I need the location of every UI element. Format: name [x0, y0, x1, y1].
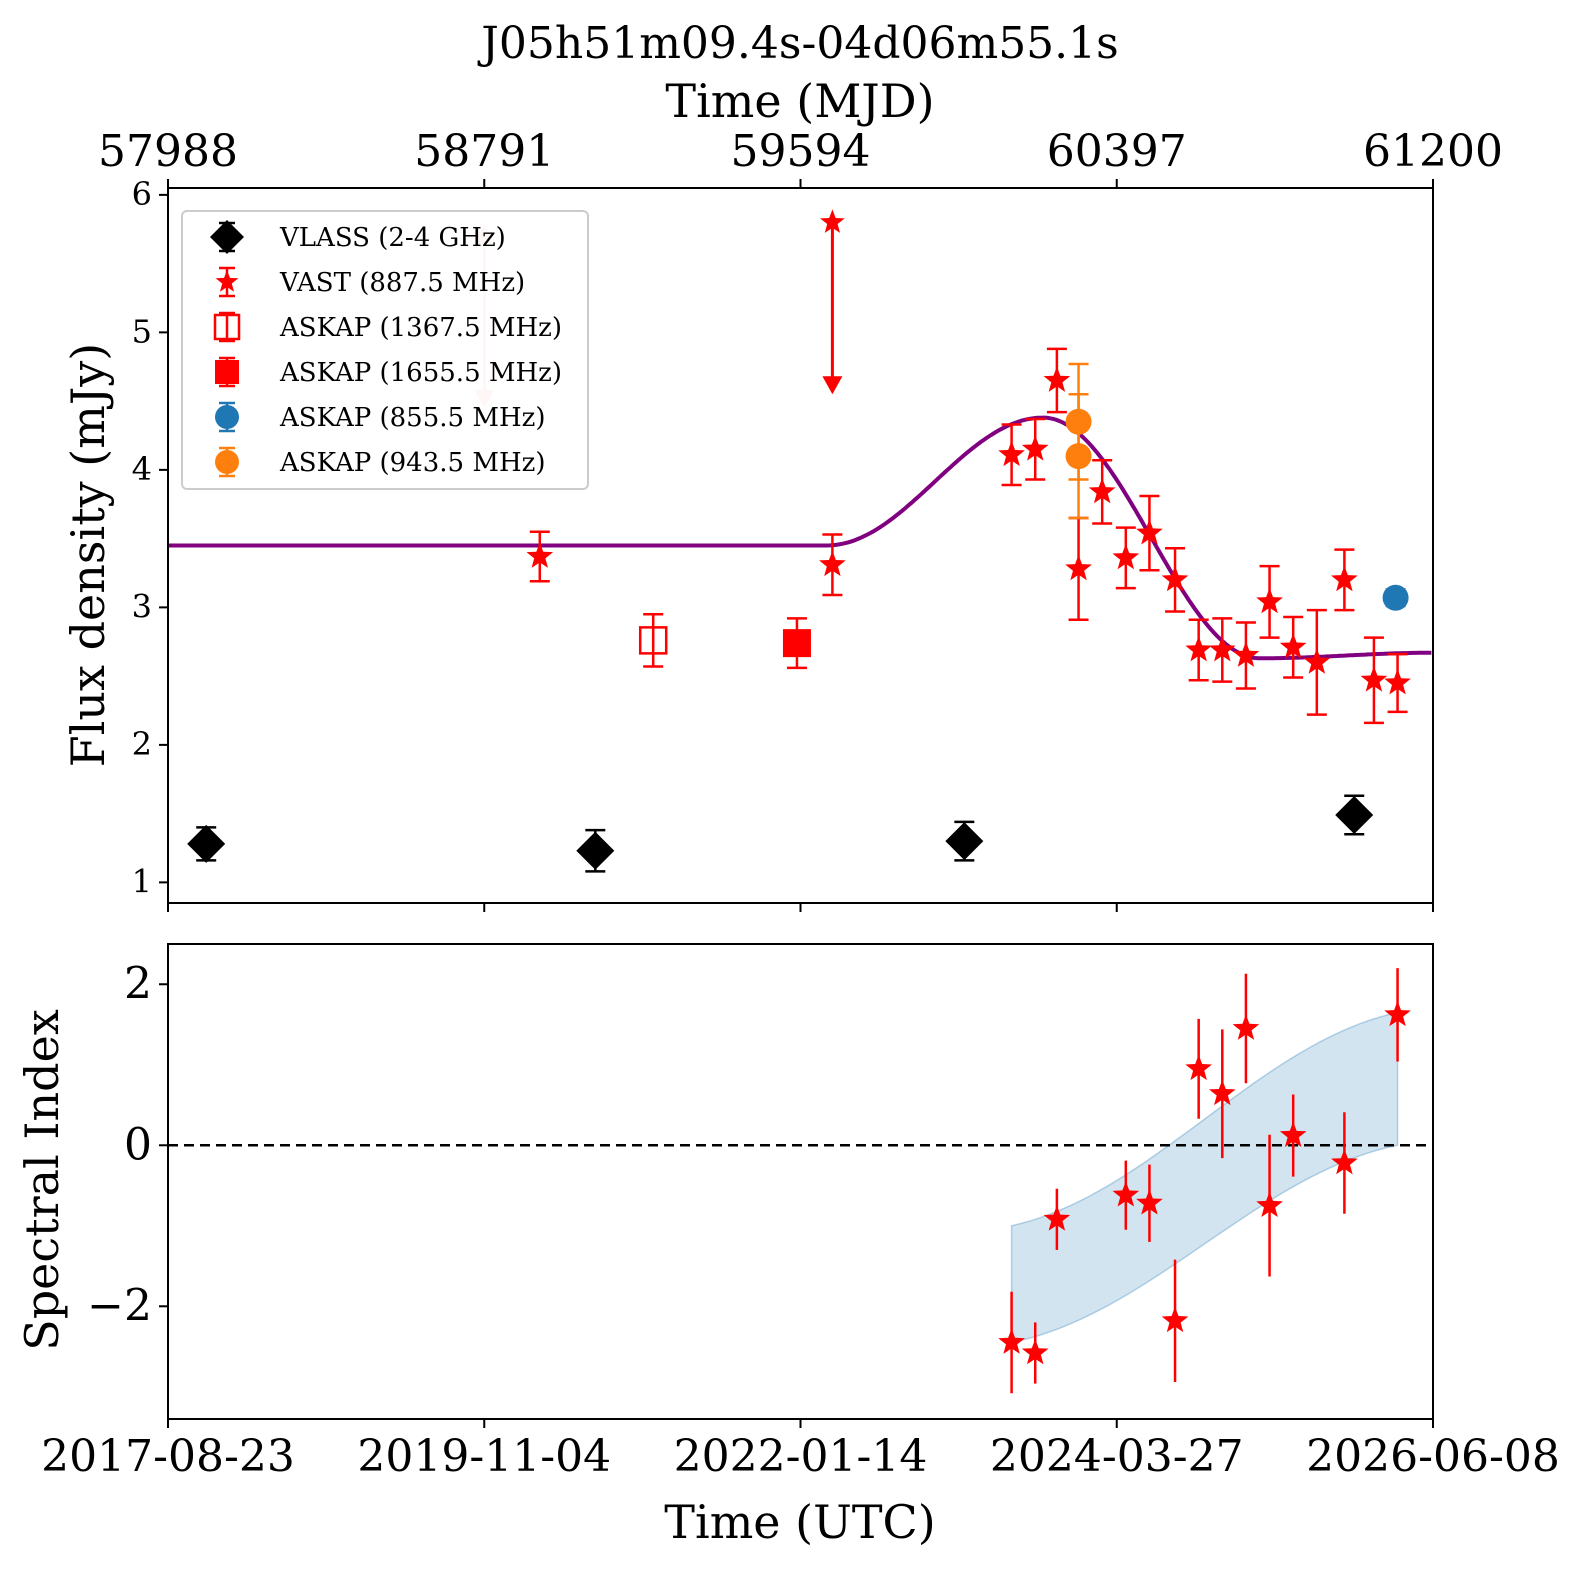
bottom-x-tick-label: 2019-11-04 [357, 1431, 611, 1482]
askap-943-5-mhz-point [1065, 443, 1092, 470]
spectral-index-point [1161, 1306, 1189, 1333]
spectral-index-point [1256, 1191, 1283, 1217]
vast-887-5-mhz-point [1136, 519, 1163, 545]
bottom-y-tick-label: 0 [124, 1119, 152, 1170]
spectral-index-point [1112, 1181, 1140, 1207]
bottom-y-axis-label: Spectral Index [15, 1009, 69, 1351]
vast-887-5-mhz-point [1256, 587, 1283, 614]
top-y-tick-label: 4 [132, 450, 152, 488]
bottom-x-tick-label: 2017-08-23 [41, 1431, 295, 1482]
spectral-index-point [1279, 1121, 1307, 1147]
flux-plot-area [168, 209, 1432, 873]
top-y-tick-label: 6 [132, 175, 152, 213]
upper-limit-arrow-head [822, 376, 843, 395]
chart-title: J05h51m09.4s-04d06m55.1s [477, 18, 1119, 69]
spectral-index-point [998, 1328, 1025, 1354]
vast-887-5-mhz-point [1331, 565, 1358, 592]
vlass-2-4-ghz-point [1335, 796, 1374, 834]
legend-label: VAST (887.5 MHz) [279, 268, 525, 298]
legend-marker [210, 220, 244, 254]
bottom-x-tick-label: 2022-01-14 [674, 1431, 928, 1482]
vast-887-5-mhz-point [1232, 641, 1260, 667]
top-y-tick-label: 3 [132, 587, 152, 625]
legend-marker [215, 360, 239, 384]
vast-887-5-mhz-point [1360, 666, 1388, 692]
vast-887-5-mhz-point [526, 542, 554, 568]
top-y-tick-label: 2 [132, 725, 152, 763]
legend-label: ASKAP (1655.5 MHz) [279, 358, 562, 388]
spectral-index-point [1185, 1054, 1212, 1081]
top-mjd-tick-label: 61200 [1363, 126, 1503, 177]
legend-label: ASKAP (1367.5 MHz) [279, 313, 562, 343]
top-y-tick-label: 5 [132, 312, 152, 350]
vast-887-5-mhz-point [1384, 669, 1411, 695]
vast-887-5-mhz-point [1161, 565, 1189, 592]
vast-887-5-mhz-upper-limit [820, 209, 845, 395]
model-curve [168, 415, 1432, 661]
bottom-y-tick-label: 2 [124, 958, 152, 1009]
vast-887-5-mhz-point [819, 550, 846, 577]
spectral-index-point [1208, 1079, 1236, 1106]
vast-887-5-mhz-point [1185, 636, 1212, 662]
vast-887-5-mhz-point [1303, 648, 1331, 674]
vast-887-5-mhz-point [998, 440, 1025, 467]
askap-1655-5-mhz-point [782, 629, 811, 658]
confidence-band [1010, 1011, 1399, 1344]
legend-label: ASKAP (943.5 MHz) [279, 448, 545, 478]
spectral-index-point [1136, 1189, 1163, 1215]
spectral-index-point [1384, 1000, 1411, 1027]
legend-label: VLASS (2-4 GHz) [279, 223, 506, 253]
bottom-y-tick-label: −2 [87, 1280, 152, 1331]
vast-887-5-mhz-point [1021, 435, 1049, 461]
legend-label: ASKAP (855.5 MHz) [279, 403, 545, 433]
top-mjd-tick-label: 58791 [414, 126, 554, 177]
askap-1367-5-mhz-point [638, 626, 668, 655]
vlass-2-4-ghz-point [187, 824, 226, 863]
vast-887-5-mhz-point [1043, 366, 1071, 392]
spectral-index-point [1331, 1148, 1358, 1175]
legend-marker [215, 270, 239, 292]
askap-855-5-mhz-point [1382, 584, 1409, 611]
bottom-x-tick-label: 2024-03-27 [990, 1431, 1244, 1482]
top-mjd-tick-label: 60397 [1047, 126, 1187, 177]
vast-887-5-mhz-point [1112, 543, 1140, 570]
top-mjd-tick-label: 57988 [98, 126, 238, 177]
top-mjd-tick-label: 59594 [731, 126, 871, 177]
vast-887-5-mhz-point [1088, 477, 1116, 504]
legend: VLASS (2-4 GHz) VAST (887.5 MHz) ASKAP (13… [181, 210, 589, 490]
flux-density-panel: Flux density (mJy) VLASS (2-4 GHz) VAST (… [61, 187, 1434, 904]
spectral-plot-area [168, 968, 1433, 1394]
top-y-axis-label: Flux density (mJy) [61, 343, 115, 767]
spectral-index-point [1043, 1205, 1071, 1231]
vast-887-5-mhz-point [1065, 554, 1092, 581]
legend-marker [213, 313, 241, 341]
legend-frame [181, 210, 589, 490]
top-y-tick-label: 1 [132, 862, 152, 900]
vlass-2-4-ghz-point [945, 822, 984, 861]
vast-887-5-mhz-point [1208, 636, 1236, 662]
bottom-x-axis-label: Time (UTC) [664, 1495, 935, 1549]
top-axis-label: Time (MJD) [665, 74, 934, 128]
spectral-index-point [1232, 1014, 1260, 1040]
legend-marker [215, 450, 239, 474]
legend-marker [215, 405, 239, 429]
vast-887-5-mhz-point [1279, 633, 1307, 659]
spectral-index-point [1021, 1338, 1049, 1365]
upper-limit-star [820, 209, 845, 233]
bottom-x-tick-label: 2026-06-08 [1306, 1431, 1560, 1482]
vlass-2-4-ghz-point [576, 831, 615, 870]
spectral-index-panel: Spectral Index [15, 943, 1434, 1420]
